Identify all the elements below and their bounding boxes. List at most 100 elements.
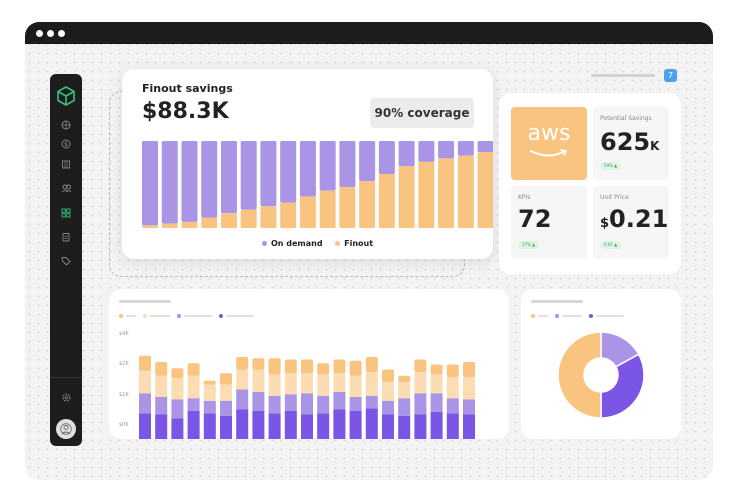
- stack-segment-3-bar-18: [414, 372, 427, 394]
- stack-segment-4-bar-12: [317, 363, 330, 375]
- unit-price-value: $0.21: [600, 205, 668, 233]
- window-dot-3[interactable]: [58, 30, 65, 37]
- finout-bar-3: [181, 221, 198, 228]
- notification-badge[interactable]: 7: [664, 69, 677, 82]
- donut-legend-text-1: [538, 315, 548, 317]
- on-demand-bar-10: [319, 141, 336, 191]
- potential-savings-badge: 59% ▲: [600, 162, 622, 170]
- stack-segment-3-bar-11: [301, 373, 313, 394]
- legend-swatch-1: [119, 314, 123, 318]
- on-demand-bar-17: [457, 141, 474, 156]
- stack-segment-4-bar-17: [398, 375, 411, 382]
- stack-segment-1-bar-12: [317, 413, 330, 439]
- legend-text-4: [226, 315, 254, 317]
- stack-segment-1-bar-6: [220, 415, 232, 439]
- unit-price-badge: 0.01 ▲: [600, 241, 622, 249]
- legend-text-3: [184, 315, 212, 317]
- sidebar: $: [50, 74, 82, 446]
- stack-segment-1-bar-15: [365, 408, 378, 439]
- window-dot-2[interactable]: [47, 30, 54, 37]
- unit-price-number: 0.21: [609, 205, 669, 233]
- stack-segment-4-bar-2: [155, 362, 168, 376]
- window-titlebar: [25, 22, 713, 44]
- donut-title-placeholder: [531, 300, 583, 303]
- tag-icon[interactable]: [58, 253, 74, 269]
- stack-segment-3-bar-10: [284, 373, 297, 395]
- stack-segment-1-bar-5: [203, 413, 216, 439]
- stack-segment-2-bar-21: [463, 399, 475, 415]
- stack-segment-2-bar-5: [203, 400, 216, 414]
- y-tick-label-1: $4K: [119, 331, 129, 337]
- stack-segment-4-bar-9: [268, 358, 281, 375]
- kpi-panel: aws Potential Savings 625K 59% ▲ KPIs 72…: [499, 93, 681, 274]
- clipboard-icon[interactable]: [58, 229, 74, 245]
- stack-segment-2-bar-7: [236, 389, 249, 410]
- building-icon[interactable]: [58, 156, 74, 172]
- finout-legend-label: Finout: [344, 239, 374, 248]
- on-demand-bar-16: [438, 141, 455, 159]
- kpis-value: 72: [518, 205, 552, 233]
- stacked-legend: [119, 313, 299, 319]
- stack-segment-3-bar-20: [446, 377, 459, 399]
- distribution-card: [521, 289, 681, 439]
- stack-segment-2-bar-15: [365, 395, 378, 409]
- cube-logo-icon[interactable]: [54, 84, 78, 108]
- stack-segment-2-bar-20: [446, 398, 459, 414]
- on-demand-bar-6: [240, 141, 257, 210]
- on-demand-bar-12: [359, 141, 376, 182]
- stack-segment-4-bar-3: [171, 368, 184, 379]
- finout-bar-11: [339, 187, 356, 228]
- stack-segment-4-bar-8: [252, 358, 265, 370]
- settings-gear-icon[interactable]: [58, 389, 74, 405]
- y-tick-label-4: $0K: [119, 422, 129, 428]
- finout-bar-15: [418, 161, 435, 228]
- grid-icon[interactable]: [58, 205, 74, 221]
- stack-segment-1-bar-2: [155, 414, 168, 439]
- globe-icon[interactable]: [58, 117, 74, 133]
- on-demand-bar-13: [378, 141, 395, 175]
- donut-legend-swatch-2: [555, 314, 559, 318]
- finout-bar-7: [260, 206, 277, 228]
- savings-title: Finout savings: [142, 82, 233, 95]
- finout-bar-4: [201, 217, 218, 228]
- finout-bar-13: [378, 174, 395, 228]
- legend-swatch-3: [177, 314, 181, 318]
- finout-bar-9: [299, 196, 316, 228]
- users-icon[interactable]: [58, 180, 74, 196]
- potential-savings-label: Potential Savings: [600, 115, 652, 122]
- stack-segment-4-bar-20: [446, 364, 459, 377]
- finout-bar-8: [280, 202, 297, 228]
- stack-segment-1-bar-16: [382, 414, 394, 439]
- stack-segment-3-bar-13: [333, 373, 346, 392]
- stack-segment-2-bar-1: [139, 393, 151, 414]
- on-demand-bar-8: [280, 141, 297, 203]
- stack-segment-3-bar-7: [236, 369, 249, 390]
- finout-bar-10: [319, 190, 336, 228]
- user-avatar[interactable]: [56, 419, 76, 439]
- potential-savings-unit: K: [650, 139, 660, 153]
- aws-tile[interactable]: aws: [511, 107, 587, 180]
- on-demand-bar-7: [260, 141, 277, 207]
- stacked-bar-chart: $4K $2K $1K $0K: [119, 331, 475, 439]
- finout-bar-1: [142, 225, 158, 228]
- stack-segment-3-bar-4: [187, 375, 200, 399]
- stack-segment-2-bar-16: [382, 400, 394, 415]
- savings-legend: On demand Finout: [262, 239, 373, 248]
- stack-segment-2-bar-12: [317, 395, 330, 414]
- potential-savings-value: 625K: [600, 128, 659, 156]
- stack-segment-2-bar-8: [252, 392, 265, 411]
- savings-card: Finout savings $88.3K 90% coverage On de…: [122, 69, 493, 259]
- stack-segment-2-bar-2: [155, 397, 168, 415]
- finout-bar-17: [457, 155, 474, 228]
- kpis-badge: 17% ▲: [518, 241, 540, 249]
- stack-segment-1-bar-10: [284, 410, 297, 439]
- stack-segment-4-bar-1: [139, 355, 151, 371]
- window-dot-1[interactable]: [36, 30, 43, 37]
- stack-segment-1-bar-7: [236, 409, 249, 439]
- dollar-icon[interactable]: $: [58, 136, 74, 152]
- coverage-badge: 90% coverage: [370, 98, 474, 128]
- potential-savings-tile: Potential Savings 625K 59% ▲: [593, 107, 669, 180]
- stack-segment-2-bar-14: [349, 397, 362, 411]
- donut-slice-2: [600, 353, 645, 419]
- donut-legend-text-3: [596, 315, 624, 317]
